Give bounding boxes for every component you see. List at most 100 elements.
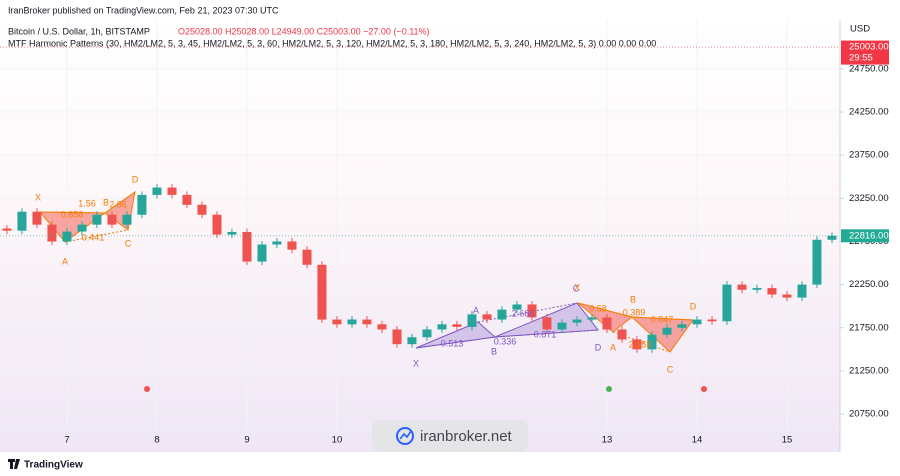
candle-body	[602, 317, 612, 330]
candle-body	[2, 228, 12, 231]
candle-body	[17, 211, 27, 231]
price-label-box	[841, 229, 889, 243]
price-timer: 29:55	[849, 53, 873, 64]
pattern-point: B	[491, 346, 497, 356]
pattern-point: A	[62, 256, 68, 266]
candle-body	[692, 319, 702, 325]
watermark-icon	[396, 427, 414, 445]
candle-body	[302, 249, 312, 265]
candle-body	[242, 231, 252, 262]
y-tick-label: 23250.00	[849, 193, 889, 204]
candle-body	[767, 288, 777, 295]
pattern-ratio: 0.441	[82, 232, 105, 242]
candle-body	[287, 241, 297, 250]
pattern-point: A	[610, 342, 616, 352]
candle-body	[587, 317, 597, 320]
candle-body	[92, 214, 102, 225]
x-tick-label: 9	[244, 435, 249, 446]
candle-body	[332, 319, 342, 325]
pattern-point: X	[574, 282, 580, 292]
pattern-line	[39, 191, 136, 214]
candle-body	[737, 284, 747, 290]
pattern-point: C	[667, 364, 674, 374]
axes: 20750.0021250.0021750.0022250.0022750.00…	[64, 40, 889, 446]
candle-body	[152, 187, 162, 195]
candle-body	[257, 244, 267, 262]
candle-body	[347, 319, 357, 325]
x-tick-label: 8	[154, 435, 159, 446]
candle-body	[452, 324, 462, 327]
candle-body	[362, 319, 372, 325]
pattern-ratio: 0.847	[651, 314, 674, 324]
pattern-point: D	[690, 301, 697, 311]
x-tick-label: 15	[782, 435, 793, 446]
x-tick-label: 7	[64, 435, 69, 446]
signal-dot	[606, 386, 612, 392]
candle-body	[512, 304, 522, 310]
candle-body	[167, 187, 177, 195]
candle-body	[797, 284, 807, 298]
ohlc: O25028.00 H25028.00 L24949.00 C25003.00 …	[178, 26, 430, 36]
y-tick-label: 21250.00	[849, 365, 889, 376]
candle-body	[677, 324, 687, 328]
candle-body	[542, 317, 552, 330]
candle-body	[212, 214, 222, 235]
price-label: 25003.00	[849, 42, 889, 53]
candle-body	[377, 324, 387, 330]
y-tick-label: 21750.00	[849, 322, 889, 333]
x-tick-label: 14	[692, 435, 703, 446]
pattern-ratio: 0.389	[623, 307, 646, 317]
candle-body	[617, 329, 627, 340]
candle-body	[827, 235, 837, 240]
candle-body	[47, 224, 57, 242]
pattern-line	[415, 329, 599, 349]
signal-dot	[701, 386, 707, 392]
pattern-point: D	[132, 174, 139, 184]
price-label-box	[841, 40, 889, 65]
candle-body	[647, 334, 657, 350]
pattern-point: X	[413, 358, 419, 368]
candles	[0, 46, 840, 353]
candle-body	[392, 329, 402, 345]
footer-brand[interactable]: TradingView	[24, 460, 83, 471]
candle-body	[437, 324, 447, 330]
pattern-point: B	[630, 294, 636, 304]
candle-body	[107, 214, 117, 225]
pattern-point: X	[35, 192, 41, 202]
y-tick-label: 22250.00	[849, 279, 889, 290]
footer-logo	[8, 459, 20, 469]
pattern-point: A	[473, 305, 479, 315]
candle-body	[572, 319, 582, 323]
pattern-point: C	[573, 283, 580, 293]
candle-body	[662, 327, 672, 335]
y-tick-label: 24750.00	[849, 63, 889, 74]
candle-body	[182, 194, 192, 205]
pattern-point: B	[103, 197, 109, 207]
y-tick-label: 20750.00	[849, 409, 889, 420]
pattern-ratio: 2.153	[629, 339, 652, 349]
pattern-ratio: 0.513	[441, 338, 464, 348]
candle-body	[722, 284, 732, 322]
candle-body	[707, 319, 717, 322]
x-tick-label: 13	[602, 435, 613, 446]
pattern-ratio: 0.336	[494, 336, 517, 346]
candle-body	[467, 314, 477, 327]
pattern-point: D	[595, 342, 602, 352]
indicator: MTF Harmonic Patterns (30, HM2/LM2, 5, 3…	[8, 38, 656, 48]
candle-body	[782, 294, 792, 298]
watermark-icon	[399, 430, 412, 440]
candle-body	[62, 231, 72, 242]
candle-body	[137, 194, 147, 215]
signal-dot	[144, 386, 150, 392]
candle-body	[632, 339, 642, 350]
pattern-triangle	[415, 321, 497, 349]
pattern-ratio: 2.666	[512, 308, 535, 318]
candle-body	[497, 309, 507, 320]
candle-body	[32, 211, 42, 225]
watermark-box	[372, 420, 528, 452]
currency: USD	[850, 24, 870, 35]
pattern-line	[477, 302, 578, 323]
publisher: IranBroker published on TradingView.com,…	[8, 5, 279, 15]
candle-body	[77, 224, 87, 232]
